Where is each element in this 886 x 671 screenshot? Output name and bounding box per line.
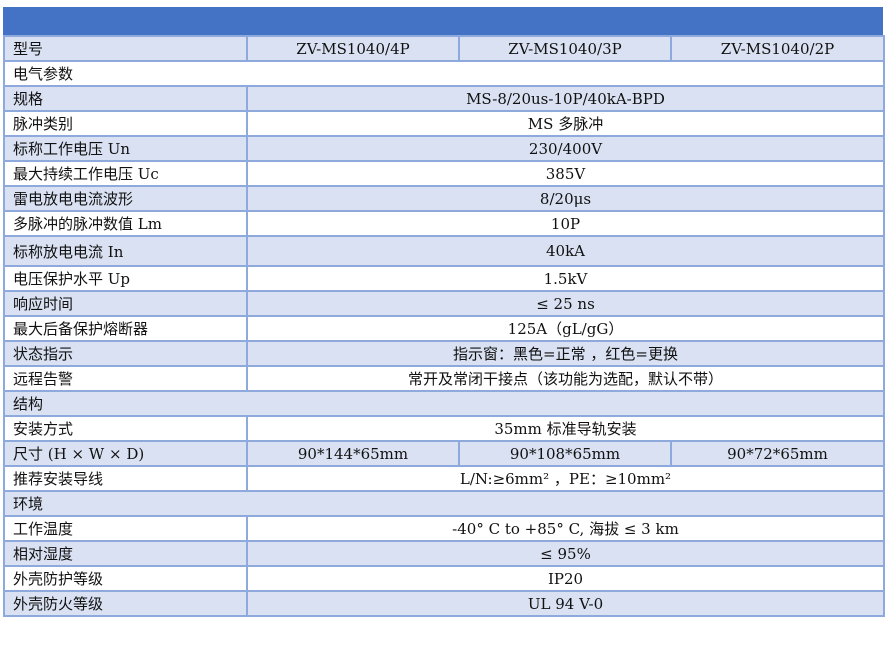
row-label: 电压保护水平 Up (3, 265, 248, 292)
row-value: 指示窗：黑色=正常 ，红色=更换 (246, 340, 885, 367)
table-row: 工作温度 -40° C to +85° C, 海拔 ≤ 3 km (3, 515, 885, 542)
table-row: 标称工作电压 Un 230/400V (3, 135, 885, 162)
table-row: 多脉冲的脉冲数值 Lm 10P (3, 210, 885, 237)
table-row: 规格 MS-8/20us-10P/40kA-BPD (3, 85, 885, 112)
row-value: 230/400V (246, 135, 885, 162)
row-label: 尺寸 (H × W × D) (3, 440, 248, 467)
size-3p: 90*108*65mm (458, 440, 672, 467)
section-row: 电气参数 (3, 60, 885, 87)
row-label: 最大后备保护熔断器 (3, 315, 248, 342)
section-environment: 环境 (3, 490, 885, 517)
section-structure: 结构 (3, 390, 885, 417)
row-value: MS 多脉冲 (246, 110, 885, 137)
table-row: 雷电放电电流波形 8/20μs (3, 185, 885, 212)
table-row: 电压保护水平 Up 1.5kV (3, 265, 885, 292)
row-label: 远程告警 (3, 365, 248, 392)
row-label: 状态指示 (3, 340, 248, 367)
size-4p: 90*144*65mm (246, 440, 460, 467)
table-row: 型号 ZV-MS1040/4P ZV-MS1040/3P ZV-MS1040/2… (3, 35, 885, 62)
model-3p: ZV-MS1040/3P (458, 35, 672, 62)
table-row: 远程告警 常开及常闭干接点（该功能为选配，默认不带） (3, 365, 885, 392)
table-row: 推荐安装导线 L/N:≥6mm² ，PE：≥10mm² (3, 465, 885, 492)
row-label: 响应时间 (3, 290, 248, 317)
row-label: 雷电放电电流波形 (3, 185, 248, 212)
model-4p: ZV-MS1040/4P (246, 35, 460, 62)
row-value: -40° C to +85° C, 海拔 ≤ 3 km (246, 515, 885, 542)
row-value: 常开及常闭干接点（该功能为选配，默认不带） (246, 365, 885, 392)
row-value: MS-8/20us-10P/40kA-BPD (246, 85, 885, 112)
row-label: 型号 (3, 35, 248, 62)
section-electrical: 电气参数 (3, 60, 885, 87)
row-label: 推荐安装导线 (3, 465, 248, 492)
row-value: L/N:≥6mm² ，PE：≥10mm² (246, 465, 885, 492)
table-row: 安装方式 35mm 标准导轨安装 (3, 415, 885, 442)
row-value: 10P (246, 210, 885, 237)
row-value: 385V (246, 160, 885, 187)
row-label: 外壳防护等级 (3, 565, 248, 592)
table-row: 最大后备保护熔断器 125A（gL/gG） (3, 315, 885, 342)
table-row: 尺寸 (H × W × D) 90*144*65mm 90*108*65mm 9… (3, 440, 885, 467)
row-value: 125A（gL/gG） (246, 315, 885, 342)
row-label: 标称放电电流 In (3, 235, 248, 267)
row-label: 外壳防火等级 (3, 590, 248, 617)
table-header-bar (3, 7, 883, 35)
section-row: 结构 (3, 390, 885, 417)
row-value: 35mm 标准导轨安装 (246, 415, 885, 442)
row-label: 相对湿度 (3, 540, 248, 567)
row-value: ≤ 25 ns (246, 290, 885, 317)
table-row: 外壳防火等级 UL 94 V-0 (3, 590, 885, 617)
model-2p: ZV-MS1040/2P (670, 35, 885, 62)
row-label: 多脉冲的脉冲数值 Lm (3, 210, 248, 237)
row-value: 1.5kV (246, 265, 885, 292)
table-row: 响应时间 ≤ 25 ns (3, 290, 885, 317)
row-value: IP20 (246, 565, 885, 592)
row-value: UL 94 V-0 (246, 590, 885, 617)
row-value: ≤ 95% (246, 540, 885, 567)
row-value: 40kA (246, 235, 885, 267)
table-row: 最大持续工作电压 Uc 385V (3, 160, 885, 187)
row-value: 8/20μs (246, 185, 885, 212)
table-row: 相对湿度 ≤ 95% (3, 540, 885, 567)
section-row: 环境 (3, 490, 885, 517)
row-label: 脉冲类别 (3, 110, 248, 137)
table-row: 状态指示 指示窗：黑色=正常 ，红色=更换 (3, 340, 885, 367)
table-row: 脉冲类别 MS 多脉冲 (3, 110, 885, 137)
table-row: 外壳防护等级 IP20 (3, 565, 885, 592)
spec-table: 型号 ZV-MS1040/4P ZV-MS1040/3P ZV-MS1040/2… (3, 35, 885, 617)
row-label: 标称工作电压 Un (3, 135, 248, 162)
table-row: 标称放电电流 In 40kA (3, 235, 885, 267)
row-label: 最大持续工作电压 Uc (3, 160, 248, 187)
row-label: 安装方式 (3, 415, 248, 442)
row-label: 规格 (3, 85, 248, 112)
size-2p: 90*72*65mm (670, 440, 885, 467)
row-label: 工作温度 (3, 515, 248, 542)
